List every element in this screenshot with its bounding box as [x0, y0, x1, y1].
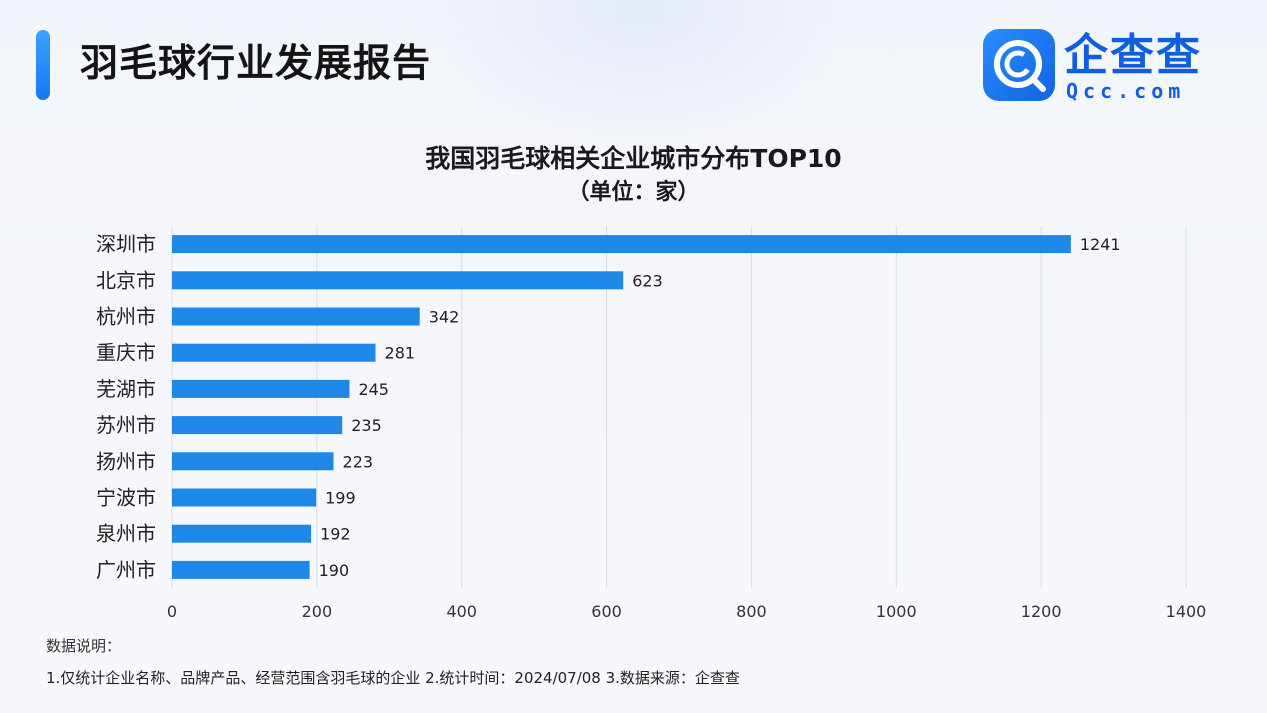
category-label: 北京市 — [96, 268, 156, 292]
notes-text: 1.仅统计企业名称、品牌产品、经营范围含羽毛球的企业 2.统计时间：2024/0… — [46, 669, 740, 687]
bar — [172, 524, 312, 543]
value-label: 1241 — [1080, 235, 1121, 254]
value-label: 199 — [325, 489, 356, 508]
category-label: 扬州市 — [96, 449, 156, 473]
value-label: 623 — [632, 271, 663, 290]
bar — [172, 416, 343, 435]
category-label: 芜湖市 — [96, 377, 156, 401]
category-label: 深圳市 — [96, 232, 156, 256]
category-label: 苏州市 — [96, 413, 156, 437]
bar — [172, 379, 350, 398]
page-title: 羽毛球行业发展报告 — [80, 41, 432, 85]
bar — [172, 271, 624, 290]
value-label: 223 — [343, 452, 374, 471]
category-label: 广州市 — [96, 558, 156, 582]
value-label: 192 — [320, 525, 351, 544]
logo-domain: Qcc.com — [1066, 79, 1186, 103]
qcc-logo-icon — [983, 29, 1055, 101]
x-tick-label: 400 — [446, 602, 477, 621]
value-label: 245 — [358, 380, 389, 399]
category-label: 杭州市 — [96, 305, 156, 329]
category-label: 重庆市 — [96, 341, 156, 365]
chart-subtitle: （单位：家） — [567, 180, 700, 205]
x-tick-label: 1200 — [1021, 602, 1062, 621]
bar — [172, 235, 1071, 254]
x-tick-label: 600 — [591, 602, 622, 621]
value-label: 235 — [351, 416, 382, 435]
bar — [172, 452, 334, 471]
chart-title: 我国羽毛球相关企业城市分布TOP10 — [425, 144, 842, 173]
value-label: 190 — [319, 561, 350, 580]
bar — [172, 343, 376, 362]
bar — [172, 488, 317, 507]
x-tick-label: 0 — [167, 602, 177, 621]
title-accent-bar — [36, 30, 50, 100]
notes-label: 数据说明： — [46, 637, 122, 655]
x-tick-label: 800 — [736, 602, 767, 621]
logo-wordmark: 企查查 — [1064, 30, 1202, 81]
x-tick-label: 1000 — [876, 602, 917, 621]
bar — [172, 560, 310, 579]
value-label: 281 — [385, 344, 416, 363]
value-label: 342 — [429, 308, 460, 327]
x-tick-label: 200 — [302, 602, 333, 621]
x-tick-label: 1400 — [1166, 602, 1207, 621]
category-label: 泉州市 — [96, 522, 156, 546]
bar — [172, 307, 420, 326]
category-label: 宁波市 — [96, 486, 156, 510]
